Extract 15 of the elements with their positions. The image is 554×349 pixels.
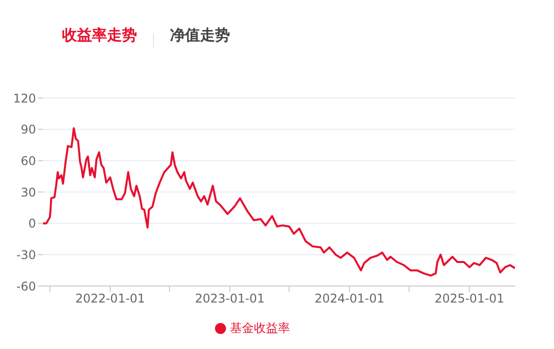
y-tick-label: 30 xyxy=(20,185,36,200)
x-tick-label: 2022-01-01 xyxy=(75,292,146,306)
chart-subtitle: 净值走势 xyxy=(170,26,230,45)
y-tick-label: -60 xyxy=(16,279,36,294)
legend-label: 基金收益率 xyxy=(230,321,290,335)
y-tick-label: 0 xyxy=(28,216,36,231)
x-tick-label: 2024-01-01 xyxy=(314,292,384,306)
y-tick-label: 90 xyxy=(20,122,36,137)
y-tick-label: -30 xyxy=(16,248,36,262)
line-series xyxy=(43,127,515,277)
x-tick-label: 2023-01-01 xyxy=(194,292,265,306)
chart-title: 收益率走势 xyxy=(62,26,137,45)
y-tick-label: 120 xyxy=(13,91,36,106)
y-tick-label: 60 xyxy=(20,154,36,168)
x-tick-label: 2025-01-01 xyxy=(434,292,504,306)
